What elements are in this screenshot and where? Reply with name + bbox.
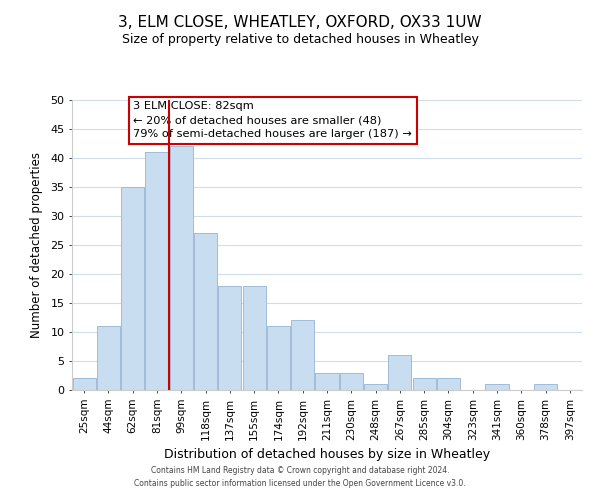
- Bar: [291, 320, 314, 390]
- Bar: [534, 384, 557, 390]
- Bar: [340, 372, 363, 390]
- Bar: [97, 326, 120, 390]
- Bar: [437, 378, 460, 390]
- Bar: [170, 146, 193, 390]
- Bar: [73, 378, 95, 390]
- Bar: [242, 286, 266, 390]
- Bar: [267, 326, 290, 390]
- Y-axis label: Number of detached properties: Number of detached properties: [30, 152, 43, 338]
- Bar: [121, 187, 144, 390]
- Bar: [364, 384, 387, 390]
- Bar: [388, 355, 412, 390]
- Bar: [145, 152, 169, 390]
- Text: Contains HM Land Registry data © Crown copyright and database right 2024.
Contai: Contains HM Land Registry data © Crown c…: [134, 466, 466, 487]
- Bar: [194, 234, 217, 390]
- Bar: [316, 372, 338, 390]
- Text: 3, ELM CLOSE, WHEATLEY, OXFORD, OX33 1UW: 3, ELM CLOSE, WHEATLEY, OXFORD, OX33 1UW: [118, 15, 482, 30]
- Text: 3 ELM CLOSE: 82sqm
← 20% of detached houses are smaller (48)
79% of semi-detache: 3 ELM CLOSE: 82sqm ← 20% of detached hou…: [133, 102, 412, 140]
- Bar: [413, 378, 436, 390]
- Bar: [218, 286, 241, 390]
- X-axis label: Distribution of detached houses by size in Wheatley: Distribution of detached houses by size …: [164, 448, 490, 461]
- Text: Size of property relative to detached houses in Wheatley: Size of property relative to detached ho…: [122, 32, 478, 46]
- Bar: [485, 384, 509, 390]
